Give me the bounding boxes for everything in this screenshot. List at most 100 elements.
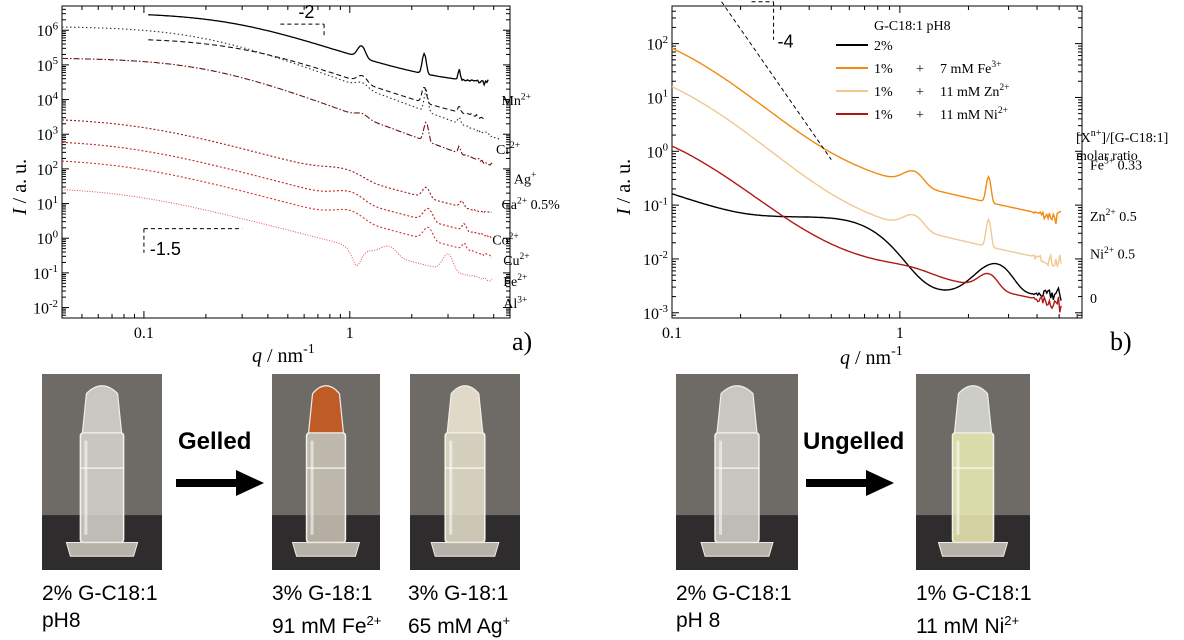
y-tick-label: 100	[37, 229, 59, 249]
chart-b: 0.1 1 10-3 10-2 10-1 100 101 102 0 Fe3+ 0.33 Zn2+ …	[613, 1, 1168, 369]
vial-cap	[716, 385, 758, 434]
vial-photo	[42, 374, 162, 570]
legend-ion: 7 mM Fe3+	[940, 60, 1001, 77]
photo-caption-5: 1% G-C18:1 11 mM Ni2+	[916, 580, 1032, 640]
caption-line: 65 mM Ag+	[408, 607, 510, 640]
legend-ion: 11 mM Ni2+	[940, 106, 1008, 123]
photo-caption-4: 2% G-C18:1 pH 8	[676, 580, 792, 634]
series-line-cr	[148, 39, 485, 120]
vial-cap	[446, 385, 484, 434]
caption-line: 3% G-18:1	[408, 582, 509, 605]
series-line-al	[61, 189, 493, 282]
vial-cap	[307, 385, 345, 434]
caption-text: 11 mM Ni	[916, 615, 1005, 638]
vial-cap	[81, 385, 123, 434]
ratio-label: 0	[1090, 292, 1097, 307]
caption-line: pH8	[42, 609, 81, 632]
plot-frame	[671, 5, 1083, 319]
slope-label: -4	[778, 32, 794, 52]
vial-base	[430, 542, 500, 557]
vial-photo	[916, 374, 1030, 570]
caption-sup: 2+	[1004, 613, 1020, 628]
y-tick-label: 101	[647, 88, 668, 108]
series-line-ca	[62, 57, 493, 166]
series-label-fe: Fe2+	[503, 273, 527, 290]
vial-photo	[676, 374, 798, 570]
slope-label: -2	[298, 2, 314, 22]
x-tick-label: 0.1	[662, 325, 682, 342]
y-tick-label: 10-3	[643, 303, 669, 323]
vial-cap	[953, 385, 993, 434]
series-line	[671, 86, 1062, 269]
caption-line: 91 mM Fe2+	[272, 607, 381, 640]
series-line-fe	[61, 160, 493, 259]
y-axis-label: I / a. u.	[9, 159, 31, 216]
panel-label-a: a)	[512, 327, 532, 356]
x-tick-label: 0.1	[134, 325, 154, 342]
photo-caption-2: 3% G-18:1 91 mM Fe2+	[272, 580, 381, 640]
plot-frame	[61, 5, 511, 319]
legend-plus: +	[916, 85, 924, 100]
ratio-label: Zn2+ 0.5	[1090, 208, 1137, 225]
legend-title: G-C18:1 pH8	[874, 19, 951, 34]
caption-line: 3% G-18:1	[272, 582, 373, 605]
series-label-cr: Cr2+	[496, 141, 520, 158]
y-tick-label: 10-2	[643, 249, 668, 269]
legend-item: 1%	[874, 85, 893, 100]
caption-line: pH 8	[676, 609, 721, 632]
series-label-ag: Ag+	[514, 170, 537, 187]
vial-base	[65, 542, 139, 557]
slope-label: -1.5	[150, 239, 181, 259]
x-axis-label: q / nm-1	[252, 342, 315, 367]
legend-item: 1%	[874, 108, 893, 123]
x-axis-label: q / nm-1	[840, 344, 903, 369]
y-axis-label: I / a. u.	[613, 159, 635, 216]
vial-highlight	[310, 440, 314, 535]
ratio-label: Fe3+ 0.33	[1090, 156, 1142, 173]
x-tick-label: 1	[896, 325, 904, 342]
vial-highlight	[956, 440, 960, 535]
series-label-al: Al3+	[503, 295, 527, 312]
panel-label-b: b)	[1110, 327, 1132, 356]
y-tick-label: 104	[37, 90, 59, 110]
series-line-mn	[148, 14, 489, 87]
y-tick-label: 102	[37, 159, 58, 179]
y-tick-label: 100	[647, 142, 669, 162]
series-line-co	[61, 119, 492, 214]
series-line	[671, 193, 1062, 301]
chart-a: 0.1 1 10-2 10-1 100 101 102 103 104 105 106 Mn2+ Cr2…	[9, 2, 560, 367]
y-tick-label: 10-1	[643, 195, 668, 215]
vial-highlight	[84, 440, 88, 535]
y-tick-label: 10-2	[33, 298, 58, 318]
legend-item: 1%	[874, 62, 893, 77]
y-tick-label: 10-1	[33, 263, 58, 283]
series-label-co: Co2+	[492, 232, 518, 249]
legend-item: 2%	[874, 39, 893, 54]
photo-caption-3: 3% G-18:1 65 mM Ag+	[408, 580, 510, 640]
legend-plus: +	[916, 62, 924, 77]
legend-plus: +	[916, 108, 924, 123]
caption-text: 91 mM Fe	[272, 615, 367, 638]
vial-highlight	[449, 440, 453, 535]
y-tick-label: 102	[647, 34, 668, 54]
vial-photo	[272, 374, 380, 570]
y-tick-label: 105	[37, 55, 59, 75]
vial-photo	[410, 374, 520, 570]
ratio-subtitle: molar ratio	[1076, 149, 1138, 164]
caption-line: 2% G-C18:1	[676, 582, 792, 605]
y-tick-label: 101	[37, 194, 58, 214]
ungelled-label: Ungelled	[803, 428, 905, 455]
ungelled-arrow	[806, 470, 894, 496]
gelled-label: Gelled	[178, 428, 252, 455]
caption-sup: +	[502, 613, 511, 628]
x-tick-label: 1	[346, 325, 354, 342]
vial-base	[937, 542, 1009, 557]
caption-sup: 2+	[366, 613, 382, 628]
photo-caption-1: 2% G-C18:1 pH8	[42, 580, 158, 634]
y-tick-label: 103	[37, 125, 59, 145]
series-line-cu	[61, 141, 493, 240]
caption-line: 1% G-C18:1	[916, 582, 1032, 605]
slope-guide	[721, 1, 832, 160]
vial-highlight	[719, 440, 723, 535]
